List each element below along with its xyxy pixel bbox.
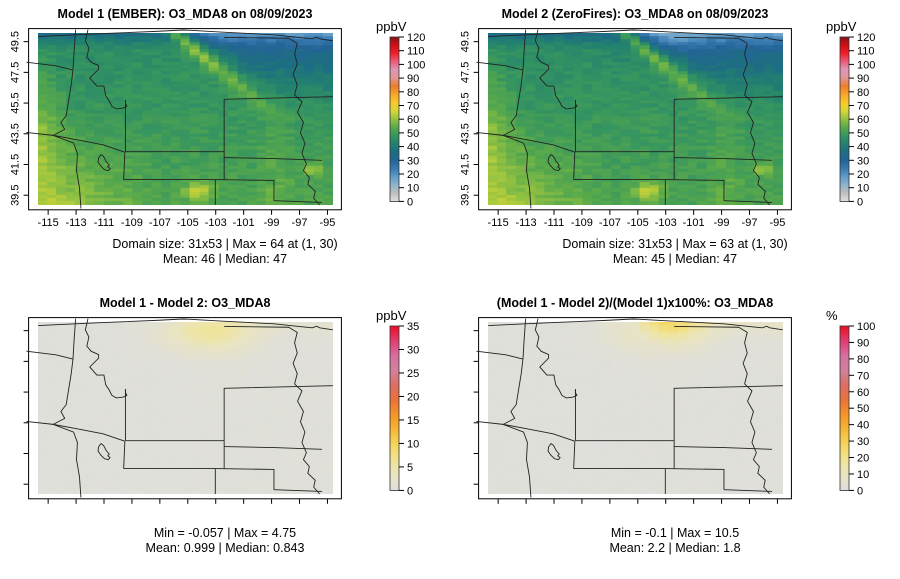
svg-text:50: 50 bbox=[857, 128, 869, 140]
svg-text:-97: -97 bbox=[742, 217, 758, 229]
svg-text:80: 80 bbox=[857, 354, 869, 366]
svg-text:-99: -99 bbox=[264, 217, 280, 229]
svg-text:-101: -101 bbox=[683, 217, 705, 229]
svg-text:30: 30 bbox=[407, 344, 419, 356]
svg-text:30: 30 bbox=[857, 155, 869, 167]
svg-text:-99: -99 bbox=[714, 217, 730, 229]
svg-text:90: 90 bbox=[857, 73, 869, 85]
svg-text:50: 50 bbox=[857, 403, 869, 415]
svg-text:80: 80 bbox=[407, 87, 419, 99]
svg-text:-95: -95 bbox=[769, 217, 785, 229]
svg-text:5: 5 bbox=[407, 462, 413, 474]
svg-text:43.5: 43.5 bbox=[10, 123, 22, 144]
svg-text:-105: -105 bbox=[177, 217, 199, 229]
svg-text:50: 50 bbox=[407, 128, 419, 140]
svg-text:0: 0 bbox=[857, 196, 863, 208]
svg-text:49.5: 49.5 bbox=[460, 31, 472, 52]
svg-text:20: 20 bbox=[407, 391, 419, 403]
svg-text:90: 90 bbox=[407, 73, 419, 85]
svg-text:49.5: 49.5 bbox=[10, 31, 22, 52]
svg-text:45.5: 45.5 bbox=[10, 92, 22, 113]
svg-text:10: 10 bbox=[857, 469, 869, 481]
svg-text:120: 120 bbox=[407, 32, 425, 44]
svg-text:15: 15 bbox=[407, 415, 419, 427]
svg-text:100: 100 bbox=[857, 59, 875, 71]
svg-text:20: 20 bbox=[857, 453, 869, 465]
svg-text:%: % bbox=[826, 308, 838, 323]
svg-text:0: 0 bbox=[857, 485, 863, 497]
svg-text:10: 10 bbox=[407, 183, 419, 195]
svg-text:100: 100 bbox=[857, 321, 875, 333]
svg-text:ppbV: ppbV bbox=[826, 19, 857, 34]
svg-text:-107: -107 bbox=[149, 217, 171, 229]
svg-text:39.5: 39.5 bbox=[10, 185, 22, 206]
svg-text:70: 70 bbox=[857, 370, 869, 382]
svg-text:-111: -111 bbox=[544, 217, 564, 229]
svg-text:60: 60 bbox=[857, 114, 869, 126]
svg-text:10: 10 bbox=[857, 183, 869, 195]
svg-text:30: 30 bbox=[407, 155, 419, 167]
svg-text:-109: -109 bbox=[571, 217, 593, 229]
svg-text:-107: -107 bbox=[599, 217, 621, 229]
svg-text:-115: -115 bbox=[488, 217, 509, 229]
svg-text:120: 120 bbox=[857, 32, 875, 44]
svg-text:60: 60 bbox=[407, 114, 419, 126]
svg-text:-103: -103 bbox=[655, 217, 677, 229]
svg-text:110: 110 bbox=[857, 46, 875, 58]
svg-text:ppbV: ppbV bbox=[376, 308, 407, 323]
svg-text:20: 20 bbox=[407, 169, 419, 181]
svg-text:-109: -109 bbox=[121, 217, 143, 229]
svg-text:110: 110 bbox=[407, 46, 425, 58]
svg-text:70: 70 bbox=[407, 101, 419, 113]
svg-text:60: 60 bbox=[857, 387, 869, 399]
svg-text:0: 0 bbox=[407, 196, 413, 208]
svg-text:-97: -97 bbox=[292, 217, 308, 229]
svg-text:39.5: 39.5 bbox=[460, 185, 472, 206]
svg-text:30: 30 bbox=[857, 436, 869, 448]
svg-text:47.5: 47.5 bbox=[10, 62, 22, 83]
svg-text:43.5: 43.5 bbox=[460, 123, 472, 144]
svg-text:-103: -103 bbox=[205, 217, 227, 229]
svg-text:20: 20 bbox=[857, 169, 869, 181]
svg-text:40: 40 bbox=[407, 142, 419, 154]
svg-text:-113: -113 bbox=[65, 217, 86, 229]
svg-text:0: 0 bbox=[407, 485, 413, 497]
svg-text:40: 40 bbox=[857, 142, 869, 154]
svg-text:100: 100 bbox=[407, 59, 425, 71]
svg-text:-101: -101 bbox=[233, 217, 255, 229]
svg-text:-115: -115 bbox=[38, 217, 59, 229]
svg-text:41.5: 41.5 bbox=[460, 154, 472, 175]
svg-text:10: 10 bbox=[407, 438, 419, 450]
svg-text:45.5: 45.5 bbox=[460, 92, 472, 113]
svg-text:70: 70 bbox=[857, 101, 869, 113]
svg-text:25: 25 bbox=[407, 368, 419, 380]
svg-text:40: 40 bbox=[857, 420, 869, 432]
svg-text:-95: -95 bbox=[319, 217, 335, 229]
svg-text:ppbV: ppbV bbox=[376, 19, 407, 34]
svg-text:-105: -105 bbox=[627, 217, 649, 229]
svg-text:47.5: 47.5 bbox=[460, 62, 472, 83]
svg-text:90: 90 bbox=[857, 337, 869, 349]
svg-text:80: 80 bbox=[857, 87, 869, 99]
svg-text:-111: -111 bbox=[94, 217, 114, 229]
svg-text:35: 35 bbox=[407, 321, 419, 333]
svg-text:41.5: 41.5 bbox=[10, 154, 22, 175]
svg-text:-113: -113 bbox=[515, 217, 536, 229]
